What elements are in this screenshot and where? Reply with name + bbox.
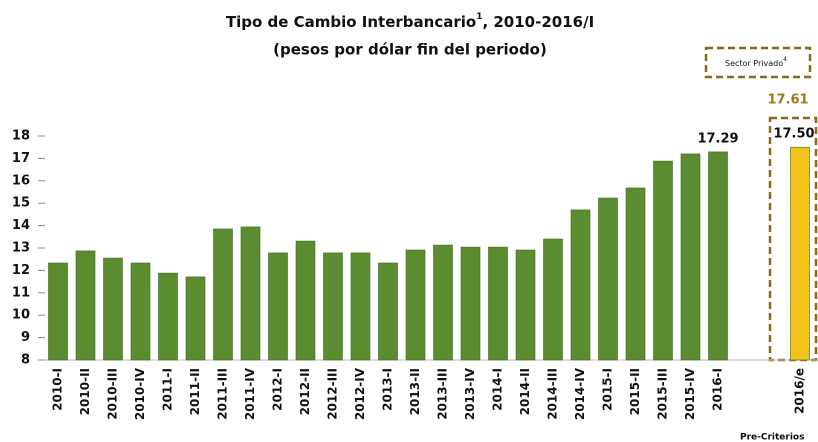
x-tick-label: 2013-III — [436, 368, 450, 420]
x-tick-label: 2014-IV — [573, 367, 587, 420]
x-tick-label: 2013-I — [381, 368, 395, 411]
title-rest: , 2010-2016/I — [482, 13, 594, 31]
bar — [680, 153, 701, 361]
bar — [488, 246, 508, 361]
x-tick-label: 2013-IV — [463, 367, 477, 420]
bar — [460, 246, 481, 361]
x-tick-label: 2016/e — [793, 368, 807, 414]
bar — [213, 228, 233, 361]
x-tick-label: 2010-IV — [133, 367, 147, 420]
x-tick-label: 2011-II — [188, 368, 202, 415]
x-tick-label: 2010-I — [51, 368, 65, 411]
bar — [405, 249, 426, 361]
bar — [295, 240, 316, 361]
sector-label-sup: 4 — [783, 56, 787, 63]
bar — [625, 187, 646, 361]
sector-label-text: Sector Privado — [725, 59, 783, 68]
x-tick-label: 2011-IV — [243, 367, 257, 420]
data-label: 17.50 — [773, 127, 814, 142]
x-tick-label: 2011-III — [216, 368, 230, 420]
x-tick-label: 2011-I — [161, 368, 175, 411]
x-tick-label: 2012-IV — [353, 367, 367, 420]
x-tick-label: 2016-I — [711, 368, 725, 411]
y-tick-label: 17 — [12, 151, 30, 166]
bar — [75, 250, 96, 361]
title-text: Tipo de Cambio Interbancario — [226, 13, 476, 31]
x-tick-label: 2014-I — [491, 368, 505, 411]
x-tick-label: 2012-I — [271, 368, 285, 411]
x-tick-label: 2012-III — [326, 368, 340, 420]
bar — [323, 252, 343, 361]
x-tick-label: 2015-I — [601, 368, 615, 411]
y-tick-label: 16 — [12, 173, 30, 188]
x-tick-label: 2015-IV — [683, 367, 697, 420]
sector-value: 17.61 — [767, 93, 808, 108]
y-tick-label: 15 — [12, 196, 30, 211]
y-tick-label: 9 — [21, 330, 30, 345]
y-tick-label: 8 — [21, 353, 30, 368]
chart-subtitle: (pesos por dólar fin del periodo) — [273, 41, 547, 59]
bar — [350, 252, 371, 361]
bar — [543, 238, 563, 361]
bar — [653, 160, 673, 361]
y-tick-label: 11 — [12, 285, 30, 300]
x-tick-label: 2014-II — [518, 368, 532, 415]
x-tick-label: 2012-II — [298, 368, 312, 415]
bar — [48, 262, 68, 361]
bar — [130, 262, 151, 361]
bar — [378, 262, 398, 361]
bar — [268, 252, 288, 361]
bar — [570, 209, 591, 361]
data-label: 17.29 — [697, 131, 738, 146]
title-sup: 1 — [476, 12, 482, 22]
x-tick-label: 2015-III — [656, 368, 670, 420]
y-tick-label: 10 — [12, 308, 30, 323]
bar — [103, 257, 123, 361]
sector-label: Sector Privado4 — [725, 56, 787, 68]
y-tick-label: 13 — [12, 241, 30, 256]
bar — [708, 151, 728, 361]
y-tick-label: 12 — [12, 263, 30, 278]
chart-title: Tipo de Cambio Interbancario1, 2010-2016… — [226, 12, 594, 31]
y-tick-label: 18 — [12, 129, 30, 144]
bar — [515, 249, 536, 361]
x-tick-label: 2010-III — [106, 368, 120, 420]
bar — [433, 244, 453, 361]
bar — [598, 197, 618, 361]
bar — [185, 276, 206, 361]
x-tick-label: 2013-II — [408, 368, 422, 415]
footnote: Pre-Criterios — [740, 433, 804, 442]
x-tick-label: 2010-II — [78, 368, 92, 415]
x-tick-label: 2014-III — [546, 368, 560, 420]
x-tick-label: 2015-II — [628, 368, 642, 415]
bar — [158, 272, 178, 361]
bar — [240, 226, 261, 361]
y-tick-label: 14 — [12, 218, 30, 233]
bar — [790, 146, 810, 361]
